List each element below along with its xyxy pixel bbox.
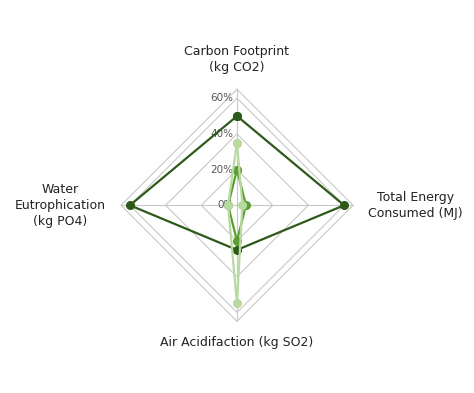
Text: Water
Eutrophication
(kg PO4): Water Eutrophication (kg PO4) xyxy=(15,183,106,228)
Text: 60%: 60% xyxy=(210,93,234,103)
Text: Air Acidifaction (kg SO2): Air Acidifaction (kg SO2) xyxy=(160,336,314,349)
Text: Carbon Footprint
(kg CO2): Carbon Footprint (kg CO2) xyxy=(184,45,290,74)
Text: 20%: 20% xyxy=(210,165,234,174)
Text: Total Energy
Consumed (MJ): Total Energy Consumed (MJ) xyxy=(368,191,463,220)
Text: 40%: 40% xyxy=(210,129,234,139)
Text: 0%: 0% xyxy=(217,200,234,210)
